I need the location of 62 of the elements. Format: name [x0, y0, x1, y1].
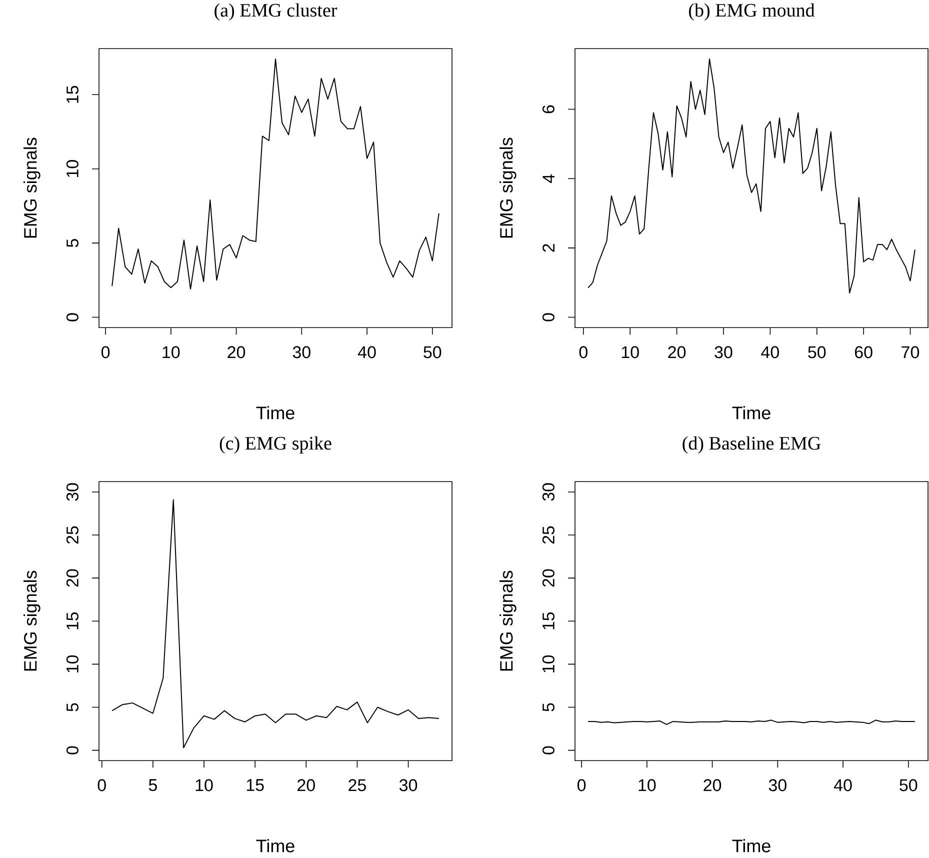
x-tick-label: 0 [98, 779, 106, 792]
y-axis-title: EMG signals [500, 138, 516, 238]
x-tick-label: 30 [399, 779, 418, 792]
y-axis-title: EMG signals [24, 138, 40, 238]
y-tick-label: 25 [66, 526, 78, 544]
x-tick-label: 20 [298, 779, 315, 792]
x-axis-title: Time [732, 839, 770, 853]
chart-title: (c) EMG spike [220, 436, 332, 454]
x-tick-label: 0 [579, 346, 588, 358]
x-tick-label: 10 [622, 346, 639, 358]
x-tick-label: 30 [714, 346, 732, 358]
x-tick-label: 40 [358, 346, 376, 358]
chart-title: (b) EMG mound [689, 4, 815, 21]
x-tick-label: 20 [704, 779, 722, 792]
y-tick-label: 20 [66, 569, 78, 587]
line-series [112, 58, 440, 290]
x-tick-label: 10 [162, 346, 180, 358]
x-tick-label: 10 [638, 779, 656, 792]
x-tick-label: 50 [424, 346, 442, 358]
x-tick-label: 20 [228, 346, 246, 358]
y-tick-label: 0 [66, 313, 78, 322]
y-tick-label: 15 [542, 612, 554, 630]
chart-title: (a) EMG cluster [214, 4, 338, 21]
x-tick-label: 20 [668, 346, 686, 358]
y-tick-label: 20 [542, 569, 554, 587]
y-tick-label: 10 [66, 160, 78, 178]
x-tick-label: 15 [246, 779, 264, 792]
y-axis-title: EMG signals [24, 570, 40, 671]
x-tick-label: 40 [761, 346, 779, 358]
x-tick-label: 0 [101, 346, 110, 358]
x-tick-label: 60 [854, 346, 872, 358]
x-tick-label: 5 [148, 779, 157, 792]
x-axis-title: Time [256, 839, 294, 853]
y-tick-label: 5 [66, 703, 78, 712]
y-tick-label: 30 [542, 483, 554, 501]
y-tick-label: 10 [66, 656, 78, 673]
y-tick-label: 0 [66, 746, 78, 755]
y-tick-label: 25 [542, 526, 554, 544]
y-tick-label: 30 [66, 483, 78, 501]
x-tick-label: 50 [808, 346, 826, 358]
x-tick-label: 0 [577, 779, 586, 792]
x-tick-label: 50 [900, 779, 918, 792]
y-tick-label: 2 [542, 244, 554, 252]
y-tick-label: 5 [542, 703, 554, 712]
y-axis-title: EMG signals [500, 570, 516, 671]
y-tick-label: 15 [66, 612, 78, 630]
x-tick-label: 10 [196, 779, 213, 792]
x-tick-label: 30 [768, 779, 786, 792]
y-tick-label: 15 [66, 86, 78, 103]
y-tick-label: 4 [542, 174, 554, 184]
chart-title: (d) Baseline EMG [682, 436, 821, 454]
x-tick-label: 25 [348, 779, 366, 792]
x-axis-title: Time [732, 406, 770, 420]
x-tick-label: 40 [834, 779, 852, 792]
y-tick-label: 10 [542, 656, 554, 673]
y-tick-label: 0 [542, 313, 554, 322]
y-tick-label: 5 [66, 239, 78, 248]
x-tick-label: 30 [292, 346, 310, 358]
y-tick-label: 6 [542, 105, 554, 114]
x-axis-title: Time [256, 406, 294, 420]
x-tick-label: 70 [902, 346, 920, 358]
y-tick-label: 0 [542, 746, 554, 755]
